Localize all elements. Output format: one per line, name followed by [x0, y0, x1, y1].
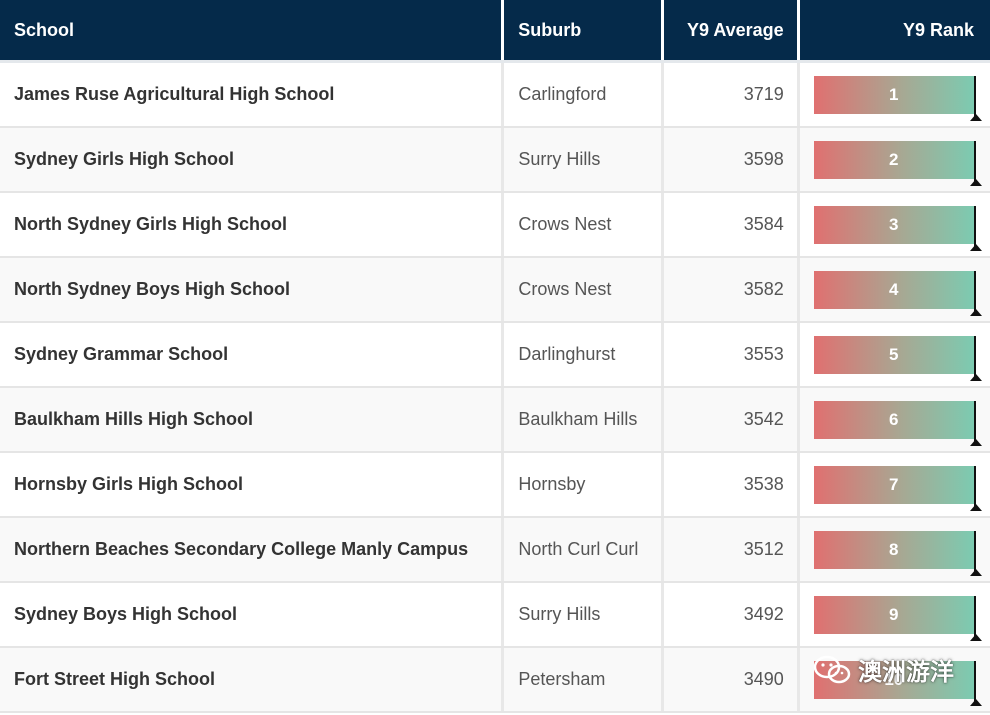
- school-name: James Ruse Agricultural High School: [14, 84, 335, 104]
- school-name: Baulkham Hills High School: [14, 409, 254, 429]
- rank-marker-arrow: [969, 698, 982, 706]
- suburb-name: Crows Nest: [518, 279, 612, 299]
- y9-rank-cell: 5: [800, 323, 990, 386]
- y9-rank-cell: 7: [800, 453, 990, 516]
- rank-marker: [973, 270, 976, 315]
- y9-rank-cell: 3: [800, 193, 990, 256]
- rank-value: 7: [889, 474, 899, 494]
- school-name: Sydney Girls High School: [14, 149, 235, 169]
- suburb-name: Carlingford: [518, 84, 607, 104]
- rank-marker: [973, 335, 976, 380]
- school-name: Hornsby Girls High School: [14, 474, 244, 494]
- header-y9-average[interactable]: Y9 Average: [663, 0, 797, 60]
- rank-value: 5: [889, 344, 899, 364]
- rank-bar: 10: [813, 660, 982, 706]
- rank-value: 2: [889, 149, 899, 169]
- rank-marker: [973, 400, 976, 445]
- header-school[interactable]: School: [0, 0, 502, 60]
- rank-marker-arrow: [969, 568, 982, 576]
- y9-rank-cell: 6: [800, 388, 990, 451]
- rank-bar: 8: [813, 530, 982, 576]
- rank-marker-arrow: [969, 373, 982, 381]
- school-name: Sydney Grammar School: [14, 344, 229, 364]
- rank-bar: 9: [813, 595, 982, 641]
- rank-value: 6: [889, 409, 899, 429]
- y9-average-value: 3598: [743, 149, 784, 169]
- header-suburb[interactable]: Suburb: [504, 0, 661, 60]
- rank-bar: 2: [813, 140, 982, 186]
- table-row[interactable]: Sydney Girls High School Surry Hills 3598 2: [0, 128, 990, 193]
- suburb-name: Darlinghurst: [518, 344, 616, 364]
- y9-average-value: 3719: [743, 84, 784, 104]
- rank-value: 1: [889, 84, 899, 104]
- rank-marker-arrow: [969, 633, 982, 641]
- table-row[interactable]: North Sydney Girls High School Crows Nest…: [0, 193, 990, 258]
- y9-average-value: 3512: [743, 539, 784, 559]
- rank-bar: 3: [813, 205, 982, 251]
- rank-marker-arrow: [969, 308, 982, 316]
- rank-bar: 7: [813, 465, 982, 511]
- school-name: Fort Street High School: [14, 669, 216, 689]
- rank-marker: [973, 530, 976, 575]
- table-row[interactable]: Sydney Boys High School Surry Hills 3492 9: [0, 583, 990, 648]
- y9-average-value: 3553: [743, 344, 784, 364]
- table-row[interactable]: North Sydney Boys High School Crows Nest 3…: [0, 258, 990, 323]
- rank-marker-arrow: [969, 438, 982, 446]
- y9-average-value: 3584: [743, 214, 784, 234]
- y9-average-value: 3538: [743, 474, 784, 494]
- y9-rank-cell: 9: [800, 583, 990, 646]
- rank-bar: 1: [813, 75, 982, 121]
- rank-marker-arrow: [969, 503, 982, 511]
- rank-marker-arrow: [969, 243, 982, 251]
- suburb-name: Hornsby: [518, 474, 586, 494]
- rank-bar: 4: [813, 270, 982, 316]
- rank-bar: 6: [813, 400, 982, 446]
- table-row[interactable]: Northern Beaches Secondary College Manly…: [0, 518, 990, 583]
- y9-average-value: 3490: [743, 669, 784, 689]
- school-name: North Sydney Girls High School: [14, 214, 288, 234]
- table-row[interactable]: Hornsby Girls High School Hornsby 3538 7: [0, 453, 990, 518]
- table-row[interactable]: Sydney Grammar School Darlinghurst 3553 5: [0, 323, 990, 388]
- rank-bar: 5: [813, 335, 982, 381]
- rank-value: 9: [889, 604, 899, 624]
- y9-rank-cell: 4: [800, 258, 990, 321]
- rank-marker: [973, 660, 976, 705]
- rank-value: 10: [884, 669, 904, 689]
- y9-rank-cell: 2: [800, 128, 990, 191]
- rank-marker: [973, 465, 976, 510]
- suburb-name: Crows Nest: [518, 214, 612, 234]
- header-y9-rank[interactable]: Y9 Rank: [799, 0, 990, 60]
- school-name: North Sydney Boys High School: [14, 279, 291, 299]
- y9-rank-cell: 10: [800, 648, 990, 711]
- suburb-name: Surry Hills: [518, 604, 601, 624]
- y9-rank-cell: 8: [800, 518, 990, 581]
- table-row[interactable]: Baulkham Hills High School Baulkham Hills…: [0, 388, 990, 453]
- table-header: School Suburb Y9 Average Y9 Rank: [0, 0, 990, 60]
- suburb-name: North Curl Curl: [518, 539, 639, 559]
- rank-marker: [973, 140, 976, 185]
- rank-marker: [973, 75, 976, 120]
- y9-average-value: 3492: [743, 604, 784, 624]
- y9-average-value: 3582: [743, 279, 784, 299]
- suburb-name: Surry Hills: [518, 149, 601, 169]
- rank-marker: [973, 205, 976, 250]
- y9-average-value: 3542: [743, 409, 784, 429]
- suburb-name: Petersham: [518, 669, 606, 689]
- school-name: Northern Beaches Secondary College Manly…: [14, 539, 469, 559]
- table-row[interactable]: James Ruse Agricultural High School Carli…: [0, 63, 990, 128]
- rank-marker: [973, 595, 976, 640]
- table-body: James Ruse Agricultural High School Carli…: [0, 63, 990, 713]
- school-name: Sydney Boys High School: [14, 604, 238, 624]
- suburb-name: Baulkham Hills: [518, 409, 638, 429]
- rank-value: 4: [889, 279, 899, 299]
- rank-value: 3: [889, 214, 899, 234]
- y9-rank-cell: 1: [800, 63, 990, 126]
- rank-marker-arrow: [969, 178, 982, 186]
- rank-value: 8: [889, 539, 899, 559]
- rank-marker-arrow: [969, 113, 982, 121]
- table-row[interactable]: Fort Street High School Petersham 3490 10: [0, 648, 990, 713]
